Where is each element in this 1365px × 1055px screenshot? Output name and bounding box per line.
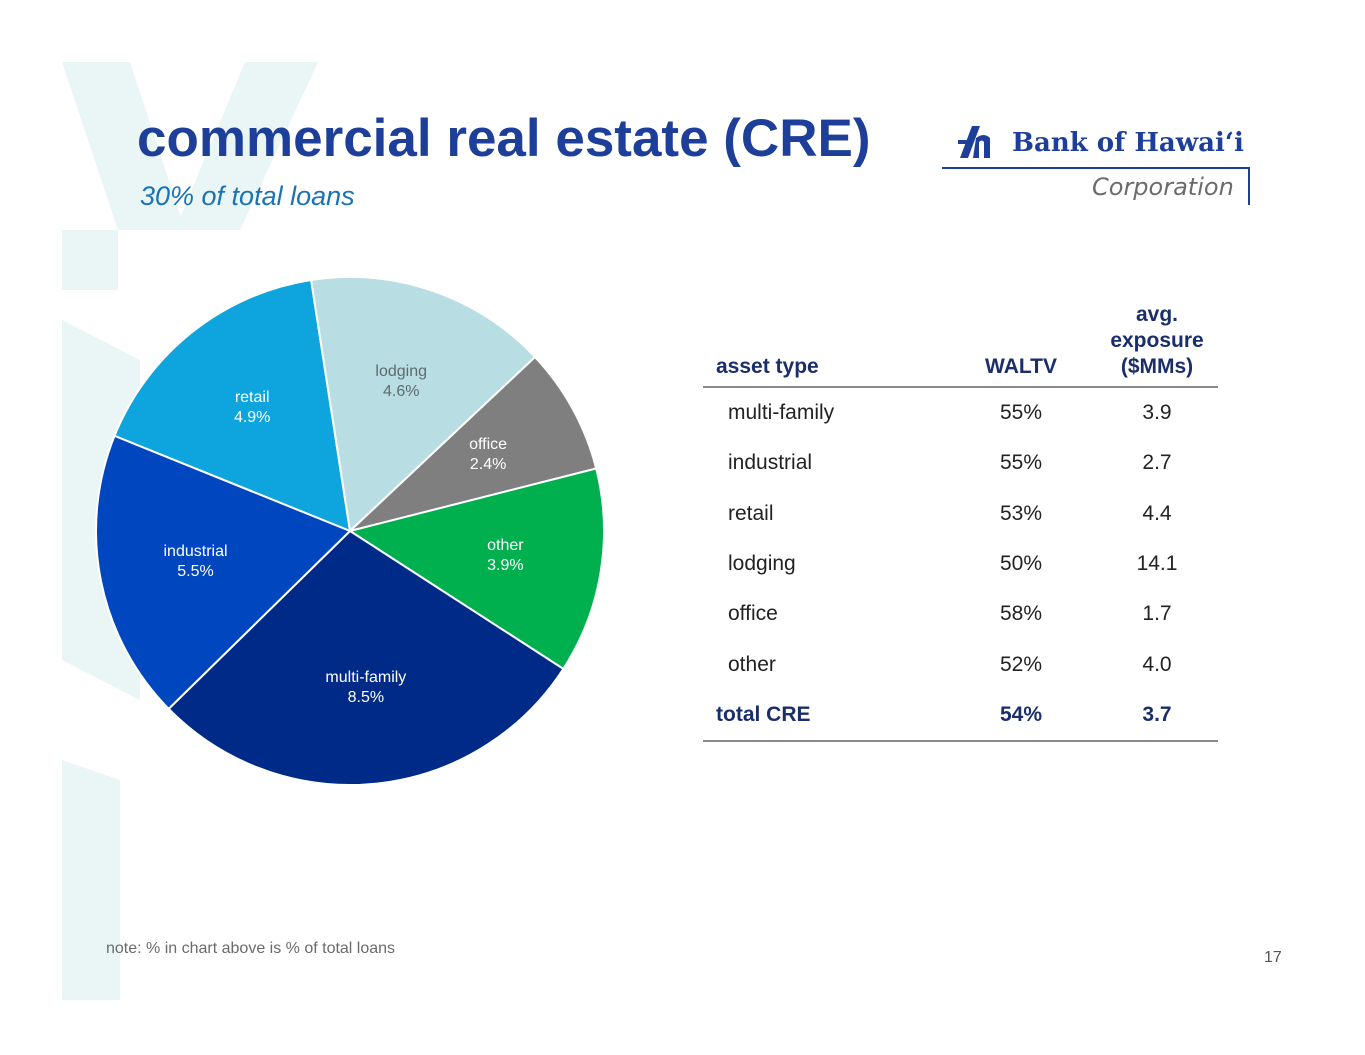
cell-avg-exposure: 2.7	[1142, 451, 1172, 475]
page-subtitle: 30% of total loans	[140, 181, 355, 211]
pie-label-name: industrial	[163, 542, 228, 560]
pie-label-office: office 2.4%	[418, 435, 558, 475]
pie-label-value: 5.5%	[177, 562, 214, 580]
cell-waltv: 53%	[999, 501, 1043, 525]
table-total-row: total CRE 54% 3.7	[703, 689, 1218, 743]
pie-label-name: multi-family	[325, 668, 407, 686]
page-title: commercial real estate (CRE)	[137, 109, 871, 168]
company-logo: Bank of Hawaiʻi Corporation	[940, 120, 1260, 210]
table-header-row: asset type WALTV avg. exposure ($MMs)	[703, 302, 1218, 388]
logo-rule	[942, 167, 1250, 169]
cell-avg-exposure: 1.7	[1142, 602, 1172, 626]
cell-waltv: 58%	[999, 602, 1043, 626]
table-row: retail 53% 4.4	[703, 489, 1218, 539]
header-waltv: WALTV	[946, 302, 1096, 388]
header-exposure-line: ($MMs)	[1120, 355, 1194, 378]
header-exposure-line: exposure	[1110, 329, 1204, 352]
cell-avg-exposure: 3.9	[1142, 401, 1172, 425]
pie-slice-multi-family	[167, 529, 565, 786]
pie-label-multi-family: multi-family 8.5%	[296, 668, 436, 708]
pie-label-name: retail	[234, 388, 270, 406]
header-avg-exposure: avg. exposure ($MMs)	[1096, 302, 1218, 388]
pie-slice-office	[346, 355, 598, 533]
cell-avg-exposure: 14.1	[1136, 552, 1178, 576]
pie-label-value: 3.9%	[487, 557, 524, 575]
pie-slice-lodging	[309, 276, 537, 534]
cell-avg-exposure: 4.4	[1142, 501, 1172, 525]
table-row: other 52% 4.0	[703, 639, 1218, 689]
cell-total-label: total CRE	[703, 689, 946, 743]
cell-asset-type: lodging	[728, 552, 796, 576]
pie-label-retail: retail 4.9%	[182, 388, 322, 428]
page-number: 17	[1264, 949, 1282, 966]
pie-label-name: lodging	[375, 363, 427, 381]
pie-label-lodging: lodging 4.6%	[331, 362, 471, 402]
cell-asset-type: multi-family	[728, 401, 835, 425]
table-row: industrial 55% 2.7	[703, 438, 1218, 488]
pie-slice-other	[347, 467, 605, 671]
cre-pie-chart	[95, 276, 605, 786]
pie-label-name: other	[487, 537, 524, 555]
cre-table: asset type WALTV avg. exposure ($MMs) mu…	[703, 302, 1218, 743]
pie-slice-retail	[113, 278, 352, 533]
pie-label-industrial: industrial 5.5%	[126, 542, 266, 582]
cell-waltv: 55%	[999, 401, 1043, 425]
hibiscus-logo-icon	[958, 126, 990, 158]
cell-total-exposure: 3.7	[1096, 689, 1218, 743]
pie-label-value: 2.4%	[469, 456, 507, 474]
logo-rule-vertical	[1248, 167, 1250, 205]
table-row: lodging 50% 14.1	[703, 539, 1218, 589]
pie-label-value: 4.9%	[233, 408, 271, 426]
cell-asset-type: other	[728, 652, 776, 676]
pie-slice-industrial	[95, 434, 352, 711]
logo-subtext: Corporation	[1092, 173, 1234, 201]
cell-avg-exposure: 4.0	[1142, 652, 1172, 676]
table-row: office 58% 1.7	[703, 589, 1218, 639]
pie-label-other: other 3.9%	[435, 536, 575, 576]
footnote: note: % in chart above is % of total loa…	[106, 940, 396, 957]
cell-total-waltv: 54%	[946, 689, 1096, 743]
cell-asset-type: office	[728, 602, 778, 626]
cell-waltv: 52%	[999, 652, 1043, 676]
header-exposure-line: avg.	[1135, 303, 1179, 326]
cell-asset-type: retail	[728, 501, 774, 525]
header-asset-type: asset type	[703, 302, 946, 388]
cell-asset-type: industrial	[728, 451, 813, 475]
pie-label-value: 8.5%	[347, 688, 385, 706]
logo-brand-text: Bank of Hawaiʻi	[1012, 128, 1244, 158]
table-row: multi-family 55% 3.9	[703, 387, 1218, 438]
pie-label-name: office	[469, 436, 508, 454]
pie-label-value: 4.6%	[382, 383, 420, 401]
cell-waltv: 50%	[999, 552, 1043, 576]
cell-waltv: 55%	[999, 451, 1043, 475]
